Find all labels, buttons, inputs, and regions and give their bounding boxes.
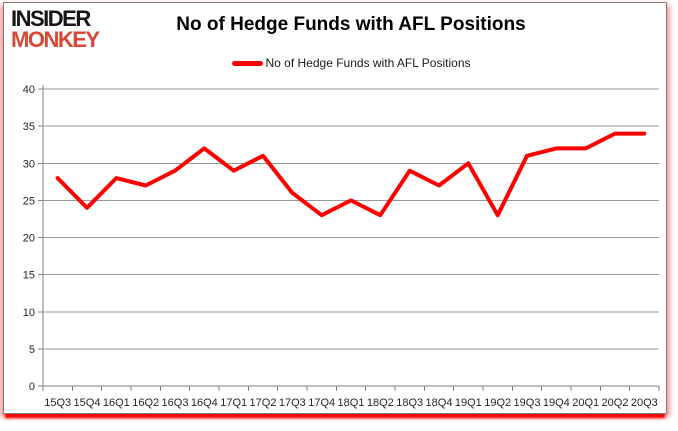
x-tick-label: 18Q3 [396,397,423,409]
y-tick-label: 0 [29,381,35,393]
y-tick-label: 20 [23,233,35,245]
x-tick-label: 16Q4 [191,397,218,409]
x-tick-label: 19Q4 [543,397,570,409]
legend-line-marker-icon [231,60,263,66]
series-line [55,131,647,218]
x-tick-label: 16Q3 [162,397,189,409]
y-tick-label: 15 [23,270,35,282]
x-tick-label: 16Q2 [132,397,159,409]
x-tick-label: 19Q3 [514,397,541,409]
y-tick-label: 25 [23,195,35,207]
x-tick-label: 18Q1 [338,397,365,409]
legend-label: No of Hedge Funds with AFL Positions [265,56,471,70]
chart-legend: No of Hedge Funds with AFL Positions [43,56,659,70]
y-tick-label: 10 [23,307,35,319]
x-tick-label: 19Q1 [455,397,482,409]
x-tick-label: 20Q1 [572,397,599,409]
y-tick-label: 40 [23,84,35,96]
y-tick-label: 30 [23,158,35,170]
logo-text-monkey: MONKEY [11,26,100,52]
logo-text-insider: INSIDER [11,6,91,31]
chart-frame: INSIDER MONKEY No of Hedge Funds with AF… [3,2,667,414]
insider-monkey-logo: INSIDER MONKEY [11,6,100,52]
x-tick-label: 15Q4 [74,397,101,409]
x-tick-label: 20Q2 [602,397,629,409]
y-tick-label: 5 [29,344,35,356]
x-tick-label: 20Q3 [631,397,658,409]
x-tick-label: 18Q4 [426,397,453,409]
x-tick-label: 15Q3 [44,397,71,409]
x-tick-label: 17Q2 [250,397,277,409]
x-tick-label: 19Q2 [484,397,511,409]
x-tick-label: 16Q1 [103,397,130,409]
x-tick-label: 17Q3 [279,397,306,409]
y-tick-label: 35 [23,121,35,133]
x-tick-label: 18Q2 [367,397,394,409]
x-tick-label: 17Q4 [308,397,335,409]
chart-title: No of Hedge Funds with AFL Positions [176,14,526,35]
x-tick-label: 17Q1 [220,397,247,409]
chart-svg: 0 5 10 15 20 25 30 35 40 15Q3 15Q4 16Q1 16Q2 16Q3 16Q4… [23,84,660,409]
